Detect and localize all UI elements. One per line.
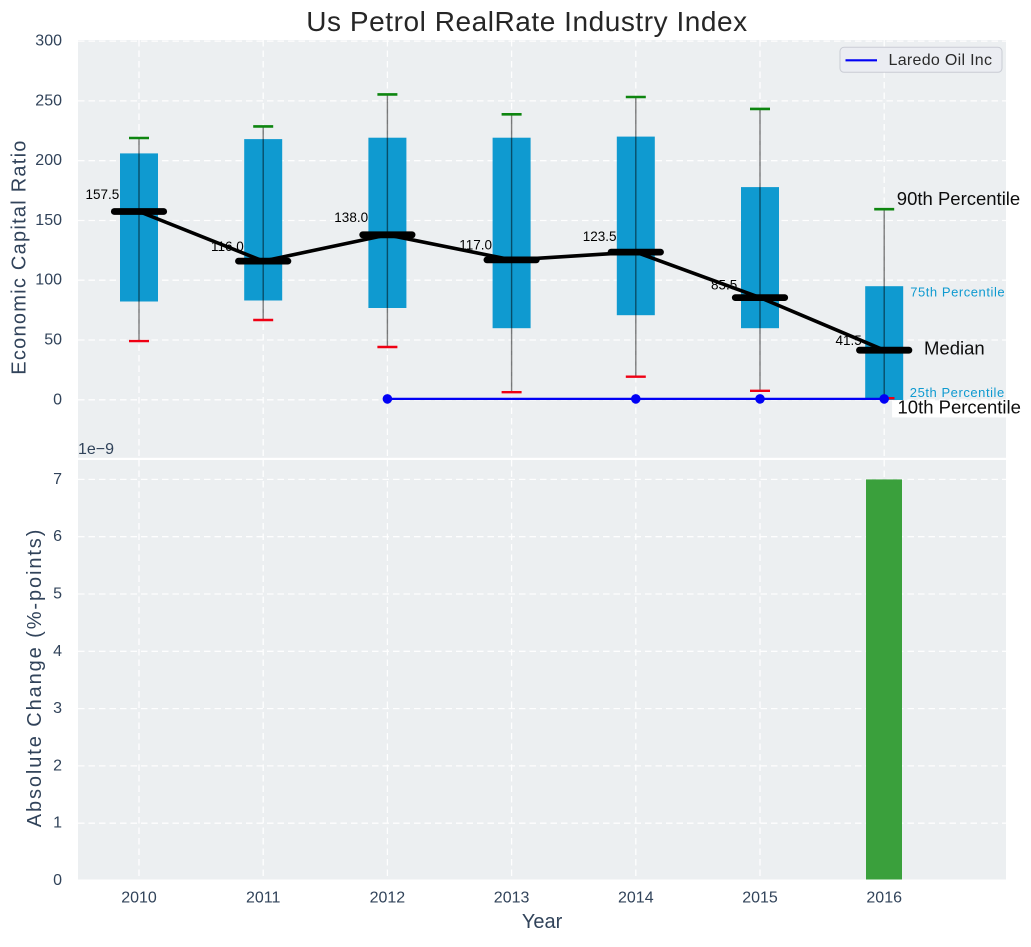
svg-text:Economic Capital Ratio: Economic Capital Ratio	[9, 139, 31, 374]
svg-text:117.0: 117.0	[459, 238, 492, 253]
svg-text:2: 2	[53, 757, 62, 774]
svg-text:50: 50	[44, 332, 62, 349]
svg-text:116.0: 116.0	[211, 239, 244, 254]
svg-text:10th Percentile: 10th Percentile	[898, 397, 1021, 418]
svg-text:41.5: 41.5	[835, 333, 861, 348]
svg-text:2010: 2010	[121, 890, 157, 907]
svg-text:138.0: 138.0	[334, 210, 368, 225]
svg-text:1: 1	[53, 815, 62, 832]
svg-text:2014: 2014	[618, 890, 654, 907]
svg-text:2011: 2011	[246, 890, 281, 907]
svg-text:2012: 2012	[370, 890, 406, 907]
svg-text:2013: 2013	[494, 890, 530, 907]
svg-text:157.5: 157.5	[86, 187, 120, 202]
svg-text:1e−9: 1e−9	[78, 441, 114, 458]
svg-text:2015: 2015	[742, 890, 778, 907]
svg-text:3: 3	[53, 700, 62, 717]
svg-text:0: 0	[53, 391, 62, 408]
svg-text:250: 250	[35, 92, 62, 109]
svg-text:Laredo Oil Inc: Laredo Oil Inc	[889, 52, 993, 69]
svg-text:5: 5	[53, 586, 62, 603]
svg-text:100: 100	[35, 272, 62, 289]
svg-text:Year: Year	[522, 911, 563, 933]
svg-text:2016: 2016	[866, 890, 902, 907]
svg-text:90th Percentile: 90th Percentile	[897, 188, 1020, 209]
svg-text:Median: Median	[924, 338, 985, 359]
svg-text:200: 200	[35, 152, 62, 169]
svg-text:300: 300	[35, 33, 62, 50]
svg-text:Us Petrol RealRate Industry In: Us Petrol RealRate Industry Index	[306, 6, 747, 37]
svg-text:123.5: 123.5	[583, 229, 617, 244]
svg-text:0: 0	[53, 872, 62, 889]
svg-text:4: 4	[53, 643, 62, 660]
svg-text:75th Percentile: 75th Percentile	[910, 285, 1005, 300]
svg-text:6: 6	[53, 528, 62, 545]
svg-text:25th Percentile: 25th Percentile	[910, 385, 1005, 400]
svg-text:85.5: 85.5	[711, 278, 737, 293]
svg-text:Absolute Change (%-points): Absolute Change (%-points)	[24, 528, 46, 828]
svg-text:150: 150	[35, 212, 62, 229]
svg-text:7: 7	[53, 471, 62, 488]
